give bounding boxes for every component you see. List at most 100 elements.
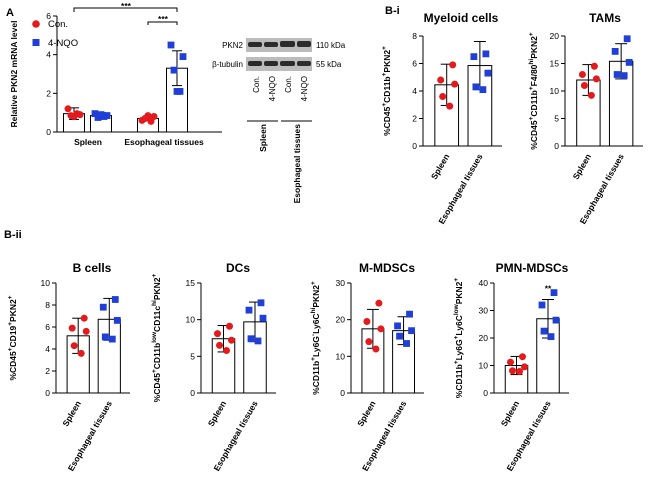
data-point-con [446, 102, 454, 110]
y-tick-label: 20 [550, 31, 560, 41]
data-point-con [451, 80, 459, 88]
data-point-con [363, 318, 371, 325]
data-point-con [77, 349, 85, 357]
data-point-con [439, 93, 447, 100]
x-category-label: Spleen [499, 399, 522, 428]
y-tick-label: 10 [336, 351, 346, 361]
data-point-con [507, 358, 514, 366]
data-point-4nqo [484, 69, 492, 77]
data-point-4nqo [547, 333, 555, 341]
data-point-con [521, 363, 528, 371]
y-tick-label: 0 [554, 141, 559, 151]
y-axis-label: %CD45+​CD19+​PKN2+​ [7, 295, 18, 380]
y-tick-label: 30 [479, 306, 489, 316]
blot-strip-tubulin [246, 57, 312, 71]
data-point-con [592, 75, 600, 83]
data-point-4nqo [613, 71, 621, 78]
blot-strip-pkn2 [246, 38, 312, 52]
data-point-con [375, 299, 383, 307]
legend-marker-con [32, 20, 40, 28]
data-point-con [509, 367, 516, 375]
legend-label-4nqo: 4-NQO [48, 38, 78, 49]
chart-title: M-MDSCs [359, 261, 415, 275]
y-tick-label: 15 [186, 278, 196, 288]
data-point-4nqo [538, 301, 546, 309]
chart-a: 0 2 4 6 Spleen Esophageal tissues Relative PKN… [9, 1, 222, 147]
blot-band [297, 41, 311, 47]
data-point-con [68, 324, 76, 332]
significance-bracket: *** [73, 1, 178, 12]
x-category-label: Spleen [60, 399, 83, 428]
data-point-con [437, 76, 445, 84]
data-point-4nqo [623, 35, 631, 43]
data-point-4nqo [406, 310, 413, 318]
y-tick-label: 20 [479, 333, 489, 343]
data-point-4nqo [394, 322, 401, 330]
y-tick-label: 10 [550, 86, 560, 96]
y-tick-label: 0 [340, 388, 345, 398]
y-tick-label: 0 [45, 388, 50, 398]
data-point-con [519, 353, 526, 361]
x-category-label: Spleen [571, 152, 594, 181]
y-tick-label: 0 [190, 388, 195, 398]
data-point-4nqo [179, 53, 187, 60]
legend: Con. 4-NQO [32, 19, 78, 49]
blot-lane-label: Con. [284, 76, 293, 93]
y-tick-label: 2 [46, 88, 51, 98]
x-category-label: Spleen [74, 137, 102, 147]
data-point-con [587, 91, 595, 99]
y-tick-label: 15 [550, 59, 560, 69]
data-point-con [516, 368, 523, 376]
y-tick-label: 5 [190, 351, 195, 361]
data-point-con [365, 338, 373, 346]
y-tick-label: 0 [412, 141, 417, 151]
panel-label-bii: B-ii [4, 229, 22, 241]
chart-title: TAMs [589, 11, 621, 25]
x-category-label: Esophageal tissues [124, 137, 204, 147]
data-point-con [578, 71, 586, 78]
y-axis-label: %CD11b+​Ly6G-​Ly6Chi​PKN2+​ [310, 281, 321, 395]
y-tick-label: 30 [336, 278, 346, 288]
data-point-4nqo [99, 303, 107, 311]
panel-label-bi: B-i [385, 5, 400, 17]
blot-band [297, 61, 311, 66]
chart-title: DCs [226, 261, 250, 275]
data-point-4nqo [611, 48, 619, 55]
blot-size-tubulin: 55 kDa [316, 60, 342, 69]
chart-title: PMN-MDSCs [496, 261, 569, 275]
significance-label: *** [158, 14, 169, 24]
data-point-con [377, 325, 385, 333]
bracket-line [147, 21, 178, 25]
data-point-4nqo [625, 59, 633, 66]
y-tick-label: 4 [412, 86, 417, 96]
y-tick-label: 6 [412, 59, 417, 69]
panel-label-a: A [6, 7, 14, 19]
data-point-4nqo [101, 333, 109, 341]
data-point-con [144, 112, 152, 120]
y-tick-label: 0 [46, 127, 51, 137]
chart-title: Myeloid cells [424, 11, 499, 25]
blot-lane-label: 4-NQO [268, 76, 277, 101]
data-point-4nqo [479, 86, 487, 94]
y-tick-label: 4 [46, 50, 51, 60]
data-point-4nqo [472, 83, 480, 91]
y-tick-label: 10 [41, 278, 51, 288]
data-point-4nqo [254, 337, 262, 345]
data-point-4nqo [97, 111, 105, 118]
x-category-label: Spleen [206, 399, 229, 428]
blot-band [248, 61, 262, 66]
y-tick-label: 5 [554, 114, 559, 124]
data-point-con [228, 336, 235, 344]
x-category-label: Spleen [355, 399, 378, 428]
blot-band [280, 61, 295, 66]
y-tick-label: 20 [336, 315, 346, 325]
data-point-con [80, 314, 88, 322]
significance-label: *** [121, 1, 132, 11]
blot-band [280, 41, 295, 47]
data-point-con [449, 61, 457, 69]
blot-lane-label: Con. [252, 76, 261, 93]
data-point-con [580, 82, 588, 89]
